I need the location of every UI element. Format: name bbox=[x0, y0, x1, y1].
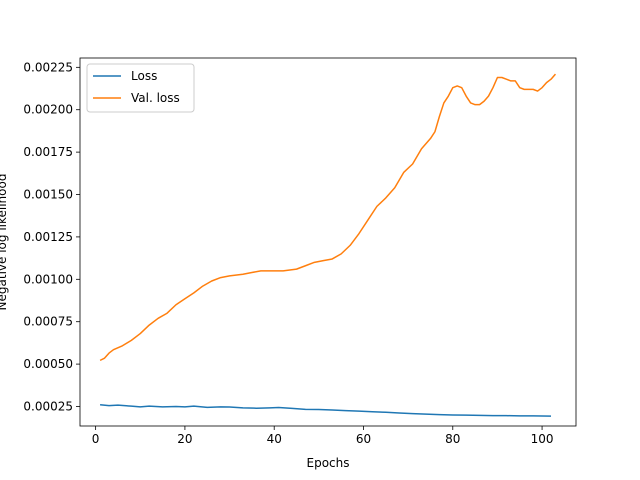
y-tick-label: 0.00200 bbox=[23, 103, 73, 117]
y-tick-label: 0.00075 bbox=[23, 315, 73, 329]
y-tick-label: 0.00150 bbox=[23, 188, 73, 202]
series-line-loss bbox=[100, 404, 552, 417]
y-tick-label: 0.00225 bbox=[23, 60, 73, 74]
x-tick-label: 100 bbox=[531, 432, 554, 446]
y-tick-label: 0.00175 bbox=[23, 145, 73, 159]
y-tick-label: 0.00100 bbox=[23, 272, 73, 286]
x-tick-label: 0 bbox=[92, 432, 100, 446]
x-tick-label: 40 bbox=[267, 432, 282, 446]
x-axis-label: Epochs bbox=[307, 456, 350, 470]
legend-label: Loss bbox=[131, 69, 157, 83]
plot-background bbox=[80, 58, 576, 426]
x-tick-label: 20 bbox=[177, 432, 192, 446]
y-tick-label: 0.00050 bbox=[23, 357, 73, 371]
y-tick-label: 0.00025 bbox=[23, 399, 73, 413]
legend: Loss Val. loss bbox=[86, 63, 195, 113]
series-layer bbox=[99, 73, 557, 417]
legend-label: Val. loss bbox=[131, 91, 180, 105]
y-tick-label: 0.00125 bbox=[23, 230, 73, 244]
axes-frame bbox=[79, 57, 577, 427]
axes-layer: 0 20 40 60 80 100 0.00025 0.00050 0.00075 0.00100… bbox=[23, 57, 577, 446]
series-line-val-loss bbox=[99, 73, 557, 362]
x-tick-label: 60 bbox=[356, 432, 371, 446]
plot-area bbox=[80, 58, 576, 426]
x-tick-label: 80 bbox=[445, 432, 460, 446]
y-axis-label: Negative log likelihood bbox=[0, 174, 9, 311]
